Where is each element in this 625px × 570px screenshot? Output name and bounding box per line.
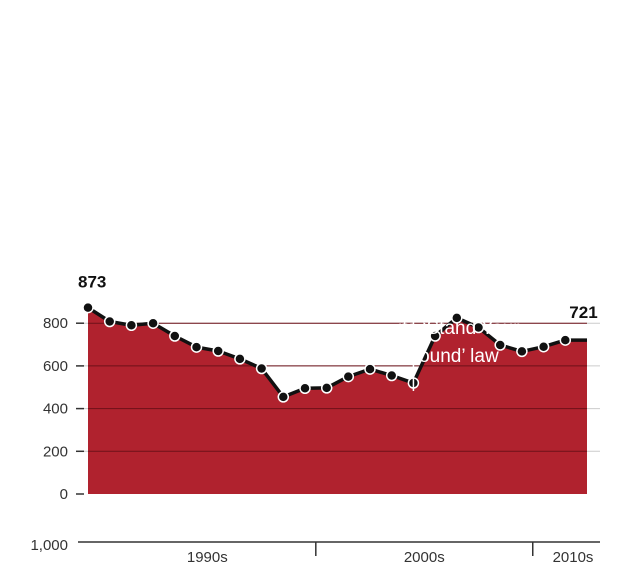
data-point-1997: [255, 362, 268, 375]
data-point-1992: [147, 317, 159, 329]
y-tick-label-0: 0: [60, 486, 68, 503]
data-point-1999: [299, 382, 311, 395]
annotation-text-line-1: Florida enacted: [398, 290, 529, 311]
data-point-2008: [494, 339, 506, 351]
data-point-2000: [320, 382, 333, 394]
annotation-text-line-2: its ‘Stand Your: [398, 318, 520, 339]
y-tick-label-800: 800: [43, 315, 68, 332]
annotation-2005: 2005 Florida enacted its ‘Stand Your Gro…: [398, 250, 529, 391]
first-value-label: 873: [78, 273, 106, 292]
data-point-2003: [385, 369, 398, 382]
data-point-2011: [559, 334, 572, 346]
value-labels: 873 721: [78, 273, 598, 322]
y-axis: 0 200 400 600 800 1,000: [30, 315, 84, 554]
y-tick-label-600: 600: [43, 358, 68, 375]
decade-label-2000s: 2000s: [404, 549, 445, 566]
annotation-year: 2005: [398, 262, 441, 283]
x-axis-decades: 1990s 2000s 2010s: [78, 541, 600, 566]
annotation-text-line-3: Ground’ law: [398, 346, 499, 367]
data-point-2005: [429, 330, 441, 342]
y-tick-label-1000: 1,000: [30, 537, 68, 554]
last-value-label: 721: [569, 303, 597, 322]
y-tick-label-400: 400: [43, 401, 68, 418]
data-point-1991: [125, 319, 138, 332]
data-point-1996: [234, 353, 246, 365]
gridlines-over-area: [88, 322, 587, 452]
data-point-1995: [212, 345, 224, 357]
decade-label-1990s: 1990s: [187, 549, 228, 566]
data-point-2001: [342, 370, 355, 383]
data-point-1993: [169, 330, 181, 342]
y-tick-label-200: 200: [43, 443, 68, 460]
data-point-1998: [277, 391, 290, 403]
data-point-2002: [364, 363, 376, 375]
data-point-2007: [472, 321, 485, 334]
data-point-1989: [82, 301, 94, 314]
area-fill: [88, 307, 587, 494]
data-point-1990: [103, 315, 116, 328]
data-points: [82, 301, 572, 403]
decade-label-2010s: 2010s: [553, 549, 594, 566]
data-point-1994: [190, 341, 203, 353]
data-point-2006: [451, 312, 463, 324]
data-point-2009: [516, 345, 528, 358]
data-point-2010: [537, 340, 550, 353]
